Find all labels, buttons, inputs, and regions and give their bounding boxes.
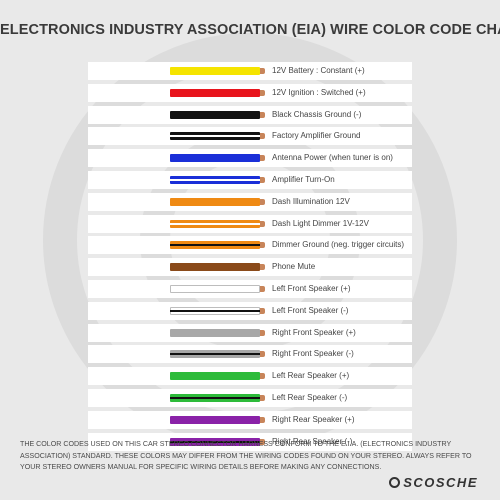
wire-row: BrownPhone Mute <box>88 258 412 277</box>
wire-function-label: Black Chassis Ground (-) <box>272 109 362 119</box>
wire-row: Black/WhiteFactory Amplifier Ground <box>88 127 412 146</box>
wire-function-label: Phone Mute <box>272 262 316 272</box>
wire-swatch <box>170 328 260 337</box>
wire-row: Purple/BlackRight Rear Speaker (-) <box>88 432 412 451</box>
wire-row: Yellow12V Battery : Constant (+) <box>88 62 412 80</box>
wire-row: Blue/WhiteAmplifier Turn-On <box>88 170 412 189</box>
wire-swatch <box>170 132 260 141</box>
wire-stripe <box>170 396 260 399</box>
wire-function-label: Dash Light Dimmer 1V-12V <box>272 218 369 228</box>
scosche-logo-icon <box>389 477 401 488</box>
wire-function-label: Left Rear Speaker (+) <box>272 371 350 381</box>
wire-function-label: Left Rear Speaker (-) <box>272 392 348 402</box>
wire-function-label: Antenna Power (when tuner is on) <box>272 153 393 163</box>
wire-function-label: Amplifier Turn-On <box>272 174 335 184</box>
wire-swatch <box>170 263 260 272</box>
brand-name: SCOSCHE <box>403 475 478 490</box>
wire-row: White/BlackLeft Front Speaker (-) <box>88 301 412 320</box>
wire-row: Orange/WhiteDash Light Dimmer 1V-12V <box>88 214 412 233</box>
chart-title: ELECTRONICS INDUSTRY ASSOCIATION (EIA) W… <box>0 22 500 38</box>
wire-stripe <box>170 309 260 312</box>
wire-swatch <box>170 88 260 97</box>
wire-swatch <box>170 372 260 381</box>
wire-row: GreenLeft Rear Speaker (+) <box>88 367 412 386</box>
wire-row: BlueAntenna Power (when tuner is on) <box>88 149 412 168</box>
wire-row: OrangeDash Illumination 12V <box>88 192 412 211</box>
wire-function-label: Right Rear Speaker (+) <box>272 414 355 424</box>
copper-tip <box>260 220 265 227</box>
copper-tip <box>260 373 265 380</box>
wire-row: Green/BlackLeft Rear Speaker (-) <box>88 388 412 407</box>
wire-swatch <box>170 219 260 228</box>
wire-swatch <box>170 110 260 119</box>
wire-swatch <box>170 393 260 402</box>
wire-function-label: Left Front Speaker (-) <box>272 305 349 315</box>
disclaimer-text: THE COLOR CODES USED ON THIS CAR STEREO … <box>20 440 472 471</box>
wire-swatch <box>170 284 260 293</box>
wire-stripe <box>170 244 260 247</box>
wire-stripe <box>170 135 260 138</box>
wire-function-label: Right Front Speaker (-) <box>272 349 354 359</box>
brand-logo: SCOSCHE <box>389 475 478 490</box>
wire-swatch <box>170 175 260 184</box>
wire-stripe <box>170 222 260 225</box>
copper-tip <box>260 394 265 401</box>
copper-tip <box>260 155 265 162</box>
wire-function-label: Left Front Speaker (+) <box>272 283 351 293</box>
wire-swatch <box>170 67 260 75</box>
wire-swatch <box>170 437 260 446</box>
wire-row: Red12V Ignition : Switched (+) <box>88 83 412 102</box>
copper-tip <box>260 285 265 292</box>
wire-row: Orange/BlackDimmer Ground (neg. trigger … <box>88 236 412 255</box>
wire-function-label: Factory Amplifier Ground <box>272 131 361 141</box>
wire-stripe <box>170 353 260 356</box>
copper-tip <box>260 198 265 205</box>
wire-function-label: 12V Battery : Constant (+) <box>272 66 365 75</box>
copper-tip <box>260 438 265 445</box>
wire-row: Gray/BlackRight Front Speaker (-) <box>88 345 412 364</box>
wire-swatch <box>170 241 260 250</box>
copper-tip <box>260 242 265 249</box>
wire-swatch <box>170 306 260 315</box>
copper-tip <box>260 416 265 423</box>
wire-function-label: Right Front Speaker (+) <box>272 327 356 337</box>
copper-tip <box>260 68 265 74</box>
wire-function-label: Right Rear Speaker (-) <box>272 436 353 446</box>
copper-tip <box>260 329 265 336</box>
wire-row: GrayRight Front Speaker (+) <box>88 323 412 342</box>
wire-row: PurpleRight Rear Speaker (+) <box>88 410 412 429</box>
wire-function-label: 12V Ignition : Switched (+) <box>272 87 366 97</box>
wire-stripe <box>170 178 260 181</box>
wire-function-label: Dimmer Ground (neg. trigger circuits) <box>272 240 405 250</box>
copper-tip <box>260 307 265 314</box>
wire-swatch <box>170 415 260 424</box>
wire-swatch <box>170 197 260 206</box>
wire-swatch <box>170 154 260 163</box>
wire-function-label: Dash Illumination 12V <box>272 196 350 206</box>
copper-tip <box>260 264 265 271</box>
wire-row: WhiteLeft Front Speaker (+) <box>88 279 412 298</box>
copper-tip <box>260 351 265 358</box>
wire-swatch <box>170 350 260 359</box>
copper-tip <box>260 176 265 183</box>
copper-tip <box>260 89 265 96</box>
wire-stripe <box>170 440 260 443</box>
wire-rows: Yellow12V Battery : Constant (+) Red12V I… <box>88 62 412 454</box>
copper-tip <box>260 133 265 140</box>
copper-tip <box>260 111 265 118</box>
wire-row: BlackBlack Chassis Ground (-) <box>88 105 412 124</box>
